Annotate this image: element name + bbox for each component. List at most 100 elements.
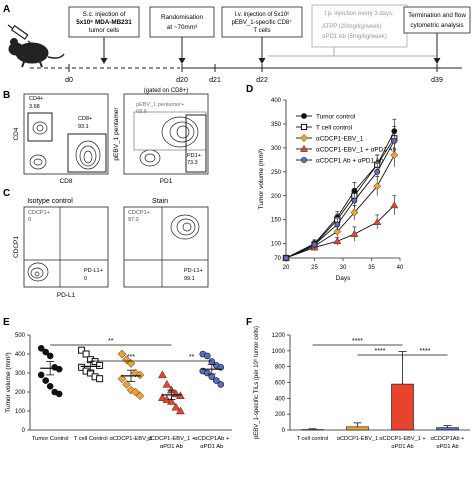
svg-text:αPD1 Ab (5mg/kg/week): αPD1 Ab (5mg/kg/week): [322, 34, 387, 40]
svg-text:at ~70mm³: at ~70mm³: [167, 24, 197, 31]
data-point: [350, 208, 359, 217]
significance-label: ***: [127, 354, 135, 361]
svg-text:PD-L1+: PD-L1+: [184, 268, 203, 274]
svg-text:73.3: 73.3: [187, 160, 198, 166]
legend-label: αCDCP1-EBV_1: [316, 136, 364, 143]
data-point: [390, 201, 399, 209]
x-tick-label: αCDCP1-EBV_1 +: [379, 436, 425, 442]
y-tick-label: 350: [271, 122, 282, 128]
data-point: [162, 395, 172, 403]
box-iv-injection: I.v. injection of 5x10⁶ pEBV_1-specific …: [221, 6, 303, 38]
data-point: [166, 396, 176, 405]
syringe-icon: [7, 24, 35, 47]
timeline-axis: [30, 64, 462, 72]
data-point: [55, 365, 63, 373]
series-line: [285, 154, 395, 259]
legend-marker: [300, 123, 308, 131]
panel-label-c: C: [3, 188, 10, 199]
flow-plot-cd4-cd8: CD4+ 3.68 CD8+ 93.1: [23, 93, 109, 175]
data-point: [82, 350, 90, 358]
data-point: [351, 197, 358, 204]
x-tick-label: 25: [311, 265, 318, 271]
y-tick-label: 200: [271, 194, 282, 200]
significance-label: ****: [352, 338, 363, 345]
svg-text:pEBV_1-specific CD8⁺: pEBV_1-specific CD8⁺: [232, 19, 293, 26]
y-tick-label: 300: [15, 371, 26, 377]
x-tick-label: αCDCP1Ab +: [194, 436, 230, 442]
data-point: [78, 363, 86, 371]
y-axis-label: Tumor volume (mm³): [5, 352, 12, 412]
x-tick-label: T cell control: [297, 436, 329, 442]
y-tick-label: 250: [271, 170, 282, 176]
svg-text:CDCP1+: CDCP1+: [28, 210, 50, 216]
y-tick-label: 400: [15, 352, 26, 358]
legend-marker: [301, 113, 307, 119]
data-point: [175, 406, 185, 415]
y-tick-label: 400: [275, 396, 286, 402]
data-point: [334, 221, 341, 228]
legend-label: Tumor control: [316, 114, 355, 121]
day-d20: d20: [176, 77, 188, 84]
svg-text:CD4+: CD4+: [29, 96, 43, 102]
data-point: [374, 168, 381, 175]
data-point: [373, 217, 382, 225]
x-tick-label: αCDCP1-EBV_1: [110, 436, 153, 442]
x-tick-label: αPD1 Ab: [160, 444, 183, 450]
svg-text:CDCP1+: CDCP1+: [128, 210, 150, 216]
data-point: [122, 380, 131, 389]
svg-text:CD8+: CD8+: [78, 116, 92, 122]
svg-text:0: 0: [84, 276, 87, 282]
data-point: [117, 349, 127, 359]
panel-label-e: E: [3, 317, 10, 328]
svg-text:Randomisation: Randomisation: [161, 14, 204, 21]
svg-text:93.1: 93.1: [78, 124, 89, 130]
data-point: [55, 390, 63, 398]
data-point: [96, 375, 104, 383]
title-stain: Stain: [152, 198, 168, 205]
data-point: [217, 381, 225, 388]
svg-text:PD1+: PD1+: [187, 153, 201, 159]
data-point: [333, 227, 342, 236]
x-tick-label: 20: [283, 265, 290, 271]
data-point: [311, 241, 318, 248]
flow-plot-isotype: CDCP1+ 0 PD-L1+ 0: [23, 206, 109, 288]
data-point: [78, 346, 86, 354]
bar: [436, 427, 459, 431]
bar: [391, 383, 414, 431]
y-tick-label: 200: [15, 390, 26, 396]
x-tick-label: αPD1 Ab: [391, 444, 413, 450]
day-d0: d0: [65, 77, 73, 84]
y-tick-label: 100: [15, 409, 26, 415]
axis-label-cd8: CD8: [59, 178, 72, 185]
data-point: [135, 391, 145, 401]
data-point: [37, 371, 45, 379]
svg-text:Termination and flow: Termination and flow: [408, 12, 466, 19]
significance-label: **: [108, 338, 114, 345]
panel-label-b: B: [3, 90, 10, 101]
data-point: [46, 382, 54, 390]
panel-label-a: A: [3, 4, 10, 15]
data-point: [213, 377, 220, 384]
data-point: [390, 151, 399, 160]
legend-label: T cell control: [316, 125, 352, 132]
svg-text:99.1: 99.1: [184, 276, 195, 282]
y-tick-label: 400: [271, 98, 282, 104]
svg-text:I.p. injection every 3 days:: I.p. injection every 3 days:: [324, 11, 394, 17]
svg-text:0: 0: [28, 217, 31, 223]
data-point: [333, 237, 342, 245]
y-tick-label: 100: [271, 242, 282, 248]
box-tumor-injection: S.c. injection of 5x10⁶ MDA-MB231 tumor …: [68, 6, 140, 38]
y-tick-label: 0: [22, 428, 26, 434]
day-d22: d22: [256, 77, 268, 84]
bar: [346, 426, 369, 431]
y-tick-label: 0: [282, 428, 286, 434]
y-tick-label: 800: [275, 365, 286, 371]
data-point: [46, 352, 54, 360]
axis-label-pd1: PD1: [160, 178, 173, 185]
svg-text:5x10⁶ MDA-MB231: 5x10⁶ MDA-MB231: [76, 19, 132, 26]
y-axis-label: Tumor volume (mm³): [258, 149, 265, 209]
x-tick-label: αPD1 Ab: [436, 444, 458, 450]
x-tick-label: αCDCP1Ab +: [431, 436, 465, 442]
x-tick-label: αPD1 Ab: [200, 444, 223, 450]
legend-marker: [299, 144, 309, 152]
